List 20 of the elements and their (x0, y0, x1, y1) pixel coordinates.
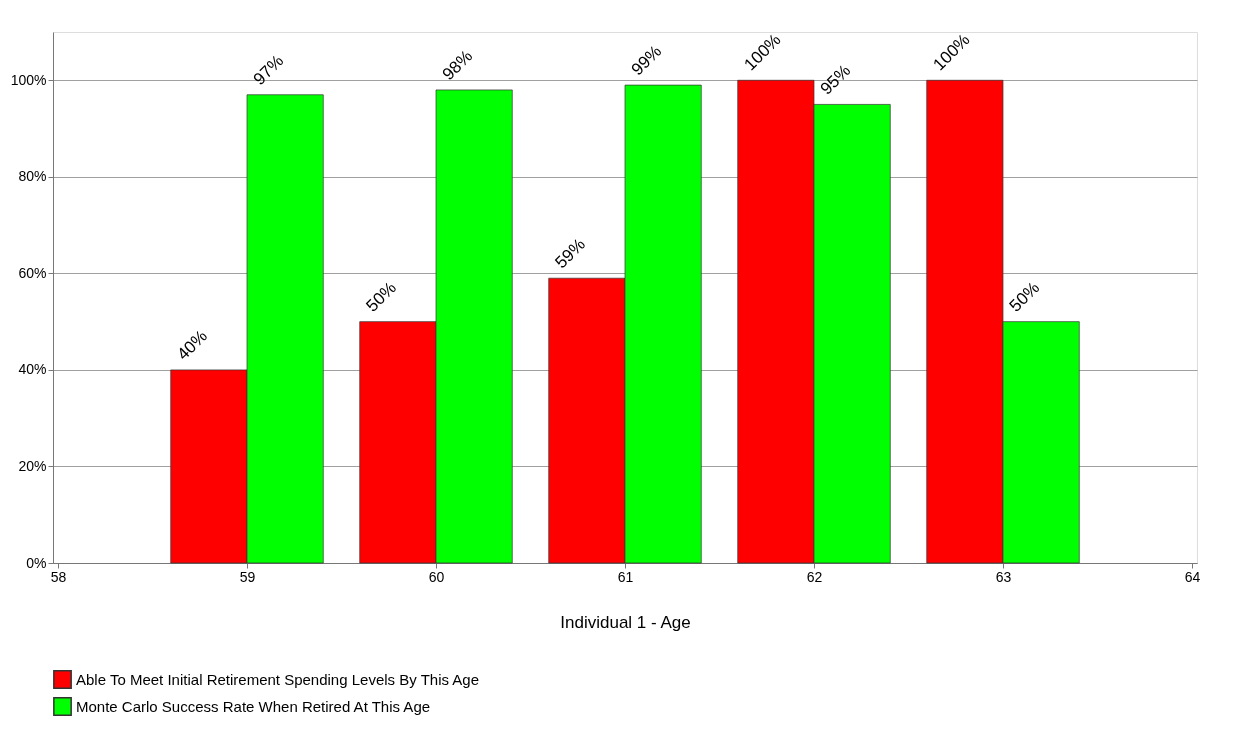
data-label: 50% (1005, 278, 1044, 316)
x-tick-label: 60 (428, 568, 445, 585)
x-tick-label: 59 (239, 568, 256, 585)
y-tick-label: 80% (18, 168, 47, 185)
y-tick-label: 0% (26, 554, 47, 571)
x-tick-label: 63 (995, 568, 1012, 585)
y-tick-label: 40% (18, 361, 47, 378)
x-axis-title: Individual 1 - Age (560, 612, 691, 632)
x-tick-label: 61 (617, 568, 634, 585)
x-tick-label: 64 (1184, 568, 1201, 585)
y-tick-label: 100% (10, 71, 47, 88)
y-tick-label: 20% (18, 457, 47, 474)
data-label: 95% (816, 60, 855, 99)
data-label: 50% (362, 278, 400, 316)
legend-label: Able To Meet Initial Retirement Spending Levels By This Age (76, 670, 480, 688)
legend-label: Monte Carlo Success Rate When Retired At This Age (76, 697, 431, 715)
x-tick-label: 58 (50, 568, 67, 585)
data-label: 40% (173, 326, 211, 364)
y-tick-label: 60% (18, 264, 47, 281)
x-tick-label: 62 (806, 568, 823, 585)
